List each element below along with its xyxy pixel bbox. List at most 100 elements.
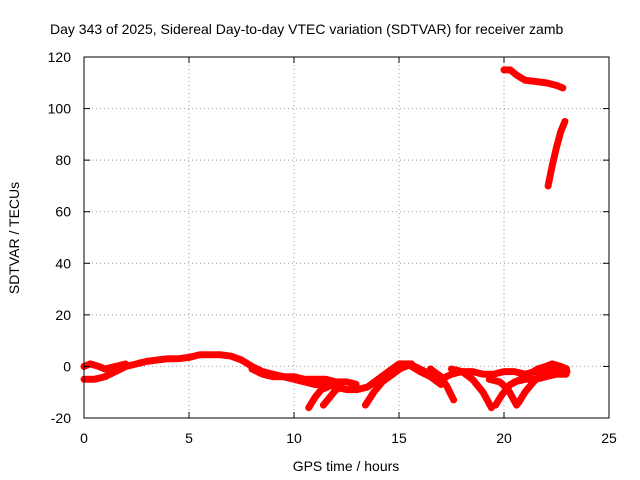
data-point — [102, 366, 108, 372]
series-line-arc-11 — [306, 385, 330, 410]
y-tick-label: 40 — [55, 255, 71, 271]
data-point — [501, 67, 507, 73]
plot-frame — [83, 56, 610, 419]
data-point — [535, 366, 541, 372]
data-point — [469, 376, 476, 382]
y-tick-label: 20 — [55, 307, 71, 323]
data-point — [362, 402, 368, 408]
data-point — [259, 371, 266, 377]
series-line-arc-11b — [321, 385, 345, 407]
data-point — [451, 397, 457, 403]
data-point — [543, 80, 549, 86]
series-line-arc-17 — [428, 367, 456, 402]
data-point — [301, 376, 308, 382]
data-point — [112, 363, 119, 369]
data-point — [562, 118, 568, 125]
data-point — [196, 352, 203, 358]
data-point — [327, 394, 333, 400]
data-point — [238, 357, 245, 363]
data-point — [522, 389, 528, 395]
x-tick-label: 15 — [391, 430, 407, 446]
data-point — [217, 352, 224, 358]
data-point — [333, 379, 339, 385]
data-point — [123, 361, 129, 367]
data-point — [312, 376, 318, 382]
data-point — [543, 374, 549, 380]
data-point — [514, 72, 520, 78]
data-point — [532, 376, 539, 382]
data-point — [406, 362, 413, 368]
series-line-arc-20 — [487, 377, 519, 407]
data-point — [385, 374, 392, 380]
data-point — [371, 389, 377, 395]
data-point — [501, 369, 507, 375]
data-point — [343, 387, 350, 393]
tick-layer: 0 5 10 15 20 25 -20 0 20 40 60 80 100 120 — [48, 49, 617, 446]
data-point — [343, 379, 350, 385]
data-point — [87, 361, 93, 367]
data-point — [318, 387, 324, 393]
data-point — [499, 392, 505, 398]
data-point — [270, 374, 276, 380]
x-tick-label: 20 — [496, 430, 512, 446]
data-point — [144, 358, 150, 364]
data-point — [333, 387, 339, 393]
x-tick-label: 10 — [286, 430, 302, 446]
data-point — [522, 376, 528, 382]
data-point — [312, 381, 318, 388]
chart-title: Day 343 of 2025, Sidereal Day-to-day VTE… — [50, 21, 563, 37]
data-point — [165, 356, 171, 362]
data-point — [522, 77, 528, 83]
data-point — [553, 144, 560, 150]
y-tick-label: 60 — [55, 204, 71, 220]
x-tick-label: 0 — [80, 430, 88, 446]
data-point — [306, 405, 312, 411]
data-point — [486, 376, 492, 382]
data-point — [133, 361, 140, 367]
data-point — [207, 352, 213, 358]
data-point — [493, 402, 499, 408]
data-point — [564, 371, 570, 377]
data-point — [545, 183, 551, 189]
data-point — [291, 374, 297, 380]
data-point — [364, 384, 371, 390]
data-point — [469, 369, 476, 375]
grid-layer — [84, 57, 609, 418]
data-point — [339, 384, 345, 390]
data-point — [186, 354, 192, 360]
data-point — [396, 366, 402, 372]
data-point — [553, 82, 560, 88]
data-point — [228, 353, 234, 359]
data-point — [102, 374, 108, 380]
data-point — [558, 129, 564, 135]
data-point — [312, 394, 318, 400]
data-point — [526, 371, 532, 377]
x-tick-label: 5 — [185, 430, 193, 446]
data-point — [511, 379, 518, 385]
data-point — [444, 384, 450, 390]
y-tick-label: 120 — [48, 49, 72, 65]
data-point — [564, 366, 570, 372]
y-axis-label: SDTVAR / TECUs — [6, 182, 22, 294]
y-tick-label: 80 — [55, 152, 71, 168]
data-point — [543, 363, 549, 369]
data-point — [490, 371, 497, 377]
data-point — [549, 162, 555, 168]
y-tick-label: -20 — [51, 410, 71, 426]
data-point — [459, 369, 465, 375]
data-point — [516, 399, 522, 406]
x-axis-label: GPS time / hours — [293, 458, 400, 474]
data-point — [379, 379, 385, 385]
x-tick-label: 25 — [601, 430, 617, 446]
data-point — [448, 366, 455, 372]
y-tick-label: 0 — [63, 358, 71, 374]
data-point — [91, 376, 98, 382]
data-point — [505, 387, 511, 393]
data-point — [553, 371, 560, 377]
data-point — [448, 371, 455, 377]
data-point — [560, 85, 566, 91]
data-point — [249, 366, 255, 372]
data-point — [480, 389, 486, 395]
data-point — [417, 369, 423, 375]
